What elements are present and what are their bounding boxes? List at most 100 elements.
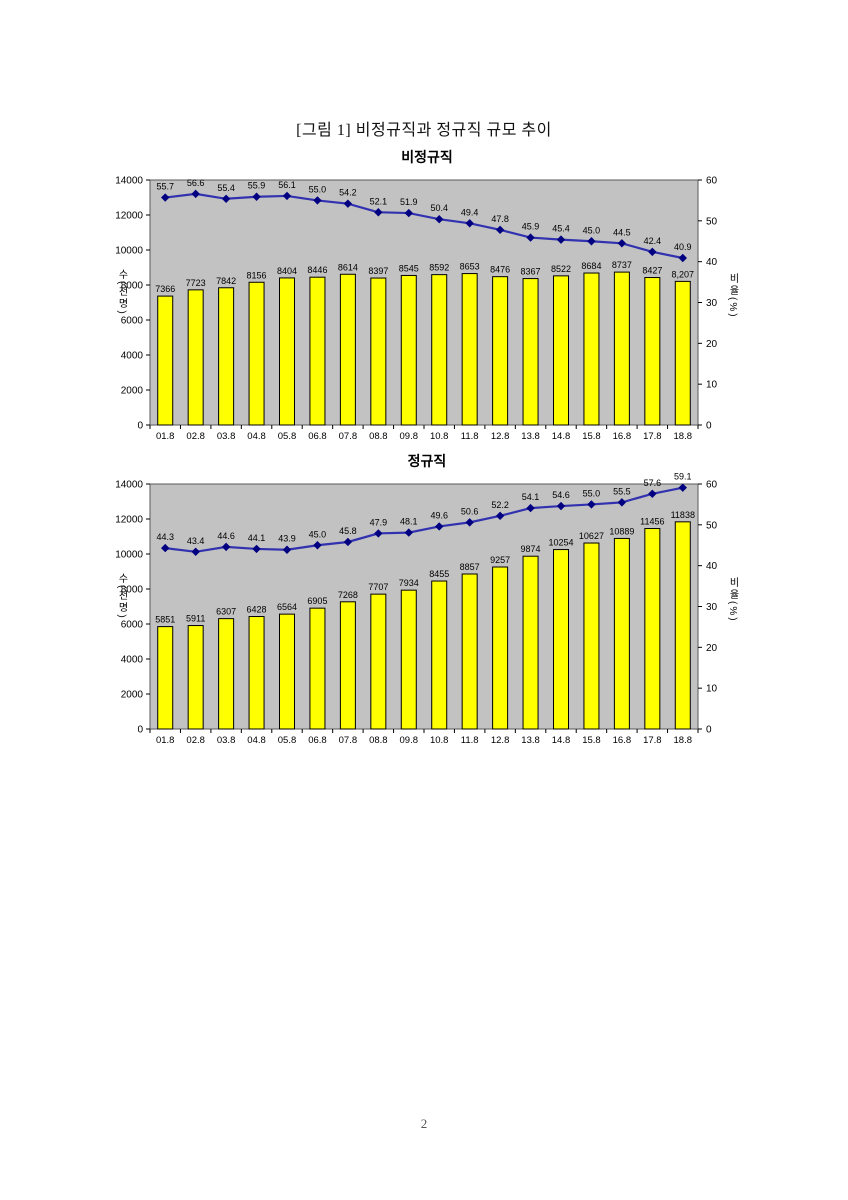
svg-text:8592: 8592 bbox=[429, 263, 449, 273]
svg-text:12.8: 12.8 bbox=[491, 735, 510, 746]
svg-text:56.6: 56.6 bbox=[187, 178, 205, 188]
svg-text:8000: 8000 bbox=[121, 281, 144, 292]
svg-text:8653: 8653 bbox=[460, 262, 480, 272]
svg-text:8737: 8737 bbox=[612, 260, 632, 270]
svg-text:16.8: 16.8 bbox=[613, 735, 632, 746]
svg-text:8455: 8455 bbox=[429, 569, 449, 579]
right-axis-title: 비율(%) bbox=[727, 273, 738, 319]
svg-text:44.5: 44.5 bbox=[613, 227, 631, 237]
svg-text:54.1: 54.1 bbox=[522, 492, 540, 502]
svg-text:5911: 5911 bbox=[186, 614, 205, 624]
svg-text:55.9: 55.9 bbox=[248, 181, 266, 191]
svg-text:7934: 7934 bbox=[399, 578, 419, 588]
svg-text:44.3: 44.3 bbox=[156, 532, 174, 542]
svg-text:55.4: 55.4 bbox=[217, 183, 235, 193]
svg-text:7723: 7723 bbox=[186, 278, 206, 288]
svg-text:55.5: 55.5 bbox=[613, 486, 631, 496]
svg-text:15.8: 15.8 bbox=[582, 735, 601, 746]
svg-text:5851: 5851 bbox=[155, 615, 175, 625]
svg-text:11.8: 11.8 bbox=[461, 735, 479, 746]
svg-text:20: 20 bbox=[706, 339, 718, 350]
svg-text:50.6: 50.6 bbox=[461, 506, 479, 516]
svg-text:7707: 7707 bbox=[368, 582, 388, 592]
svg-text:44.1: 44.1 bbox=[248, 533, 266, 543]
svg-text:01.8: 01.8 bbox=[156, 431, 175, 442]
svg-text:09.8: 09.8 bbox=[400, 431, 419, 442]
svg-text:60: 60 bbox=[706, 176, 718, 187]
svg-text:0: 0 bbox=[706, 421, 712, 432]
svg-text:8397: 8397 bbox=[368, 266, 388, 276]
svg-text:8367: 8367 bbox=[521, 267, 541, 277]
svg-text:51.9: 51.9 bbox=[400, 197, 418, 207]
svg-text:8000: 8000 bbox=[121, 585, 144, 596]
svg-text:52.2: 52.2 bbox=[491, 500, 509, 510]
svg-text:8404: 8404 bbox=[277, 266, 297, 276]
svg-text:11.8: 11.8 bbox=[461, 431, 479, 442]
svg-text:10: 10 bbox=[706, 380, 718, 391]
svg-text:09.8: 09.8 bbox=[400, 735, 419, 746]
svg-text:10000: 10000 bbox=[115, 550, 143, 561]
svg-text:55.0: 55.0 bbox=[309, 184, 327, 194]
figure-caption: [그림 1] 비정규직과 정규직 규모 추이 bbox=[296, 122, 552, 139]
svg-text:14.8: 14.8 bbox=[552, 735, 571, 746]
svg-text:03.8: 03.8 bbox=[217, 735, 236, 746]
svg-text:18.8: 18.8 bbox=[674, 431, 693, 442]
svg-text:04.8: 04.8 bbox=[247, 735, 265, 746]
svg-text:02.8: 02.8 bbox=[186, 735, 205, 746]
left-axis-title: 수(천명) bbox=[116, 269, 127, 316]
chart-title: 비정규직 bbox=[401, 149, 453, 165]
svg-text:15.8: 15.8 bbox=[582, 431, 601, 442]
svg-text:9874: 9874 bbox=[521, 544, 541, 554]
svg-text:6000: 6000 bbox=[121, 316, 144, 327]
svg-text:49.6: 49.6 bbox=[430, 510, 448, 520]
svg-text:8522: 8522 bbox=[551, 264, 571, 274]
svg-text:8,207: 8,207 bbox=[672, 269, 695, 279]
svg-text:8427: 8427 bbox=[642, 266, 662, 276]
svg-text:0: 0 bbox=[137, 421, 143, 432]
svg-text:07.8: 07.8 bbox=[339, 735, 358, 746]
svg-text:6428: 6428 bbox=[247, 605, 267, 615]
svg-text:10889: 10889 bbox=[609, 526, 634, 536]
svg-text:8446: 8446 bbox=[307, 265, 327, 275]
svg-text:54.6: 54.6 bbox=[552, 490, 570, 500]
svg-text:60: 60 bbox=[706, 480, 718, 491]
svg-text:8857: 8857 bbox=[460, 562, 480, 572]
svg-text:12.8: 12.8 bbox=[491, 431, 510, 442]
svg-text:14000: 14000 bbox=[115, 176, 143, 187]
svg-text:30: 30 bbox=[706, 298, 718, 309]
svg-text:6905: 6905 bbox=[307, 596, 327, 606]
svg-text:06.8: 06.8 bbox=[308, 431, 327, 442]
svg-text:16.8: 16.8 bbox=[613, 431, 632, 442]
svg-text:17.8: 17.8 bbox=[643, 431, 662, 442]
svg-text:40: 40 bbox=[706, 561, 718, 572]
svg-text:47.8: 47.8 bbox=[491, 214, 509, 224]
svg-text:8684: 8684 bbox=[581, 261, 601, 271]
svg-text:10.8: 10.8 bbox=[430, 431, 449, 442]
svg-text:44.6: 44.6 bbox=[217, 531, 235, 541]
svg-text:45.4: 45.4 bbox=[552, 224, 570, 234]
svg-text:03.8: 03.8 bbox=[217, 431, 236, 442]
svg-text:30: 30 bbox=[706, 602, 718, 613]
chart-title: 정규직 bbox=[407, 453, 447, 469]
svg-text:48.1: 48.1 bbox=[400, 517, 418, 527]
svg-text:05.8: 05.8 bbox=[278, 431, 297, 442]
svg-text:08.8: 08.8 bbox=[369, 735, 388, 746]
svg-text:11456: 11456 bbox=[640, 517, 664, 527]
svg-text:0: 0 bbox=[137, 725, 143, 736]
svg-text:13.8: 13.8 bbox=[521, 431, 540, 442]
svg-text:9257: 9257 bbox=[490, 555, 510, 565]
svg-text:10.8: 10.8 bbox=[430, 735, 449, 746]
svg-text:10254: 10254 bbox=[548, 538, 573, 548]
svg-text:59.1: 59.1 bbox=[674, 473, 692, 482]
svg-text:6000: 6000 bbox=[121, 620, 144, 631]
svg-text:50: 50 bbox=[706, 216, 718, 227]
svg-text:10: 10 bbox=[706, 684, 718, 695]
svg-text:55.7: 55.7 bbox=[156, 182, 174, 192]
svg-text:2000: 2000 bbox=[121, 690, 144, 701]
svg-text:50: 50 bbox=[706, 520, 718, 531]
svg-text:01.8: 01.8 bbox=[156, 735, 175, 746]
svg-text:55.0: 55.0 bbox=[583, 488, 601, 498]
svg-text:6307: 6307 bbox=[216, 607, 236, 617]
svg-text:12000: 12000 bbox=[115, 515, 143, 526]
svg-text:4000: 4000 bbox=[121, 655, 144, 666]
